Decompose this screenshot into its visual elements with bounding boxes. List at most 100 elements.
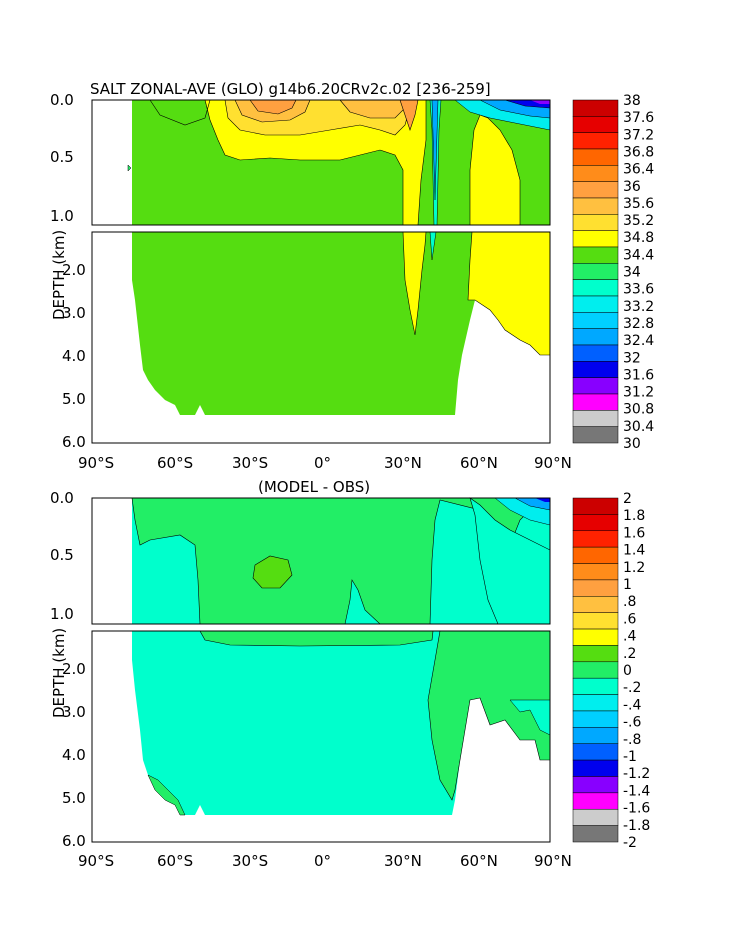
- diff-colorbar-label: .8: [623, 594, 636, 610]
- salt-ytick-20: 2.0: [62, 261, 86, 279]
- diff-colorbar-label: -1.2: [623, 766, 650, 782]
- salt-colorbar-swatch: [572, 230, 619, 248]
- diff-colorbar-swatch: [572, 497, 619, 515]
- diff-colorbar-swatch: [572, 645, 619, 663]
- diff-ytick-60: 6.0: [62, 832, 86, 850]
- salt-xtick-90n: 90°N: [534, 454, 572, 472]
- diff-colorbar-swatch: [572, 628, 619, 646]
- diff-colorbar-label: 2: [623, 491, 632, 507]
- diff-colorbar-swatch: [572, 743, 619, 761]
- salt-small-lens: [127, 164, 132, 172]
- diff-colorbar-label: .4: [623, 629, 636, 645]
- diff-colorbar-label: -1.4: [623, 783, 650, 799]
- salt-colorbar-label: 31.6: [623, 367, 654, 383]
- diff-colorbar-swatch: [572, 514, 619, 532]
- salt-xtick-30n: 30°N: [384, 454, 422, 472]
- salt-lower-med-tongue: [402, 231, 427, 336]
- salt-colorbar-label: 38: [623, 93, 641, 109]
- salt-ytick-05: 0.5: [50, 148, 74, 166]
- salt-colorbar-label: 34: [623, 265, 641, 281]
- salt-ytick-50: 5.0: [62, 390, 86, 408]
- salt-lower-ocean: [132, 232, 550, 415]
- salt-north-yellow: [469, 114, 521, 226]
- diff-upper-frame: [91, 497, 551, 625]
- diff-ytick-30: 3.0: [62, 703, 86, 721]
- salt-colorbar-swatch: [572, 328, 619, 346]
- diff-ytick-0: 0.0: [50, 489, 74, 507]
- salt-colorbar-swatch: [572, 263, 619, 280]
- diff-colorbar-label: -.2: [623, 680, 641, 696]
- salt-xtick-30s: 30°S: [232, 454, 268, 472]
- salt-panel-title: SALT ZONAL-AVE (GLO) g14b6.20CRv2c.02 [2…: [90, 80, 491, 98]
- salt-colorbar-swatch: [572, 279, 619, 297]
- diff-lower-frame: [91, 630, 551, 843]
- diff-colorbar-label: -.8: [623, 732, 641, 748]
- salt-ylabel: DEPTH (km): [50, 230, 68, 320]
- diff-colorbar-swatch: [572, 825, 619, 843]
- diff-colorbar-swatch: [572, 694, 619, 712]
- salt-colorbar-swatch: [572, 99, 619, 117]
- salt-colorbar-swatch: [572, 165, 619, 182]
- salt-colorbar-swatch: [572, 344, 619, 362]
- salt-colorbar-label: 31.2: [623, 385, 654, 401]
- salt-colorbar: 3837.637.236.836.43635.635.234.834.43433…: [572, 93, 654, 452]
- diff-colorbar-swatch: [572, 579, 619, 597]
- diff-panel: (MODEL - OBS) 0.0 0.5 1.0 2.0 3.0 4.0: [50, 478, 650, 870]
- diff-lower-green-top: [199, 630, 434, 647]
- salt-colorbar-label: 34.4: [623, 247, 654, 263]
- diff-colorbar-swatch: [572, 661, 619, 679]
- diff-lower-field: [132, 630, 551, 816]
- diff-colorbar-label: 0: [623, 663, 632, 679]
- salt-lower-north-yellow: [467, 231, 551, 356]
- salt-colorbar-swatch: [572, 116, 619, 133]
- diff-colorbar-swatch: [572, 710, 619, 728]
- diff-colorbar-label: 1: [623, 577, 632, 593]
- diff-xtick-60n: 60°N: [460, 852, 498, 870]
- salt-colorbar-label: 30: [623, 436, 641, 452]
- salt-colorbar-label: 36.4: [623, 162, 654, 178]
- salt-colorbar-label: 35.6: [623, 196, 654, 212]
- diff-colorbar-swatch: [572, 727, 619, 744]
- salt-colorbar-label: 36: [623, 179, 641, 195]
- diff-panel-title: (MODEL - OBS): [258, 478, 370, 496]
- salt-ytick-60: 6.0: [62, 433, 86, 451]
- diff-colorbar-label: 1.4: [623, 543, 645, 559]
- diff-x-ticks: 90°S 60°S 30°S 0° 30°N 60°N 90°N: [78, 852, 572, 870]
- diff-upper-field: [131, 497, 551, 625]
- salt-upper-frame: [91, 99, 551, 226]
- diff-colorbar-swatch: [572, 596, 619, 613]
- diff-ytick-40: 4.0: [62, 746, 86, 764]
- diff-y-ticks: 0.0 0.5 1.0 2.0 3.0 4.0 5.0 6.0: [50, 489, 86, 850]
- salt-colorbar-label: 32.4: [623, 333, 654, 349]
- diff-colorbar-label: -1: [623, 749, 637, 765]
- diff-colorbar-swatch: [572, 759, 619, 777]
- salt-panel: SALT ZONAL-AVE (GLO) g14b6.20CRv2c.02 [2…: [50, 80, 654, 472]
- diff-colorbar-label: 1.2: [623, 560, 645, 576]
- diff-ytick-50: 5.0: [62, 789, 86, 807]
- salt-colorbar-swatch: [572, 295, 619, 313]
- diff-ytick-10: 1.0: [50, 605, 74, 623]
- salt-colorbar-label: 37.6: [623, 110, 654, 126]
- diff-colorbar-label: 1.8: [623, 508, 645, 524]
- salt-colorbar-swatch: [572, 246, 619, 264]
- diff-light-green-lens: [252, 555, 293, 589]
- salt-colorbar-label: 36.8: [623, 144, 654, 160]
- salt-xtick-60s: 60°S: [157, 454, 193, 472]
- salt-southern-contour: [149, 99, 211, 126]
- diff-ytick-20: 2.0: [62, 660, 86, 678]
- salt-colorbar-label: 30.4: [623, 419, 654, 435]
- diff-xtick-90n: 90°N: [534, 852, 572, 870]
- diff-colorbar-swatch: [572, 776, 619, 794]
- salt-xtick-90s: 90°S: [78, 454, 114, 472]
- salt-colorbar-label: 33.2: [623, 299, 654, 315]
- salt-colorbar-swatch: [572, 132, 619, 150]
- salt-colorbar-swatch: [572, 410, 619, 427]
- salt-colorbar-swatch: [572, 214, 619, 231]
- salt-lower-field: [132, 231, 551, 415]
- salt-colorbar-label: 33.6: [623, 282, 654, 298]
- diff-lower-south-green: [147, 774, 186, 816]
- diff-colorbar-label: -1.8: [623, 818, 650, 834]
- salt-xtick-60n: 60°N: [460, 454, 498, 472]
- salt-colorbar-swatch: [572, 197, 619, 215]
